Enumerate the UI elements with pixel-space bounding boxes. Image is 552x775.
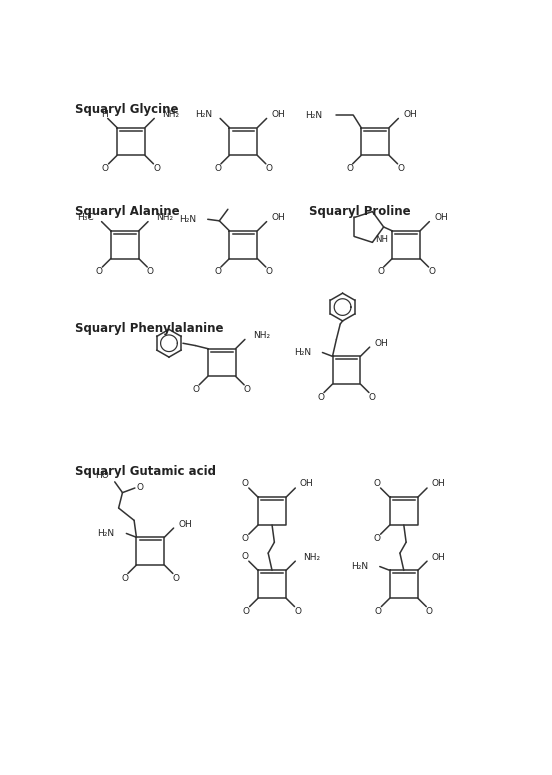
Text: H₂N: H₂N bbox=[195, 110, 213, 119]
Text: O: O bbox=[397, 164, 404, 173]
Text: O: O bbox=[241, 552, 248, 561]
Text: O: O bbox=[377, 267, 384, 276]
Text: O: O bbox=[317, 393, 325, 401]
Text: O: O bbox=[95, 267, 103, 276]
Text: O: O bbox=[214, 164, 221, 173]
Text: O: O bbox=[244, 385, 251, 394]
Text: OH: OH bbox=[271, 213, 285, 222]
Text: OH: OH bbox=[178, 520, 192, 529]
Text: O: O bbox=[426, 607, 433, 615]
Text: O: O bbox=[102, 164, 109, 173]
Text: O: O bbox=[172, 574, 179, 583]
Text: OH: OH bbox=[403, 110, 417, 119]
Text: Squaryl Proline: Squaryl Proline bbox=[309, 205, 411, 218]
Text: O: O bbox=[294, 607, 301, 615]
Text: H₃C: H₃C bbox=[77, 213, 94, 222]
Text: NH₂: NH₂ bbox=[156, 213, 173, 222]
Text: O: O bbox=[243, 607, 250, 615]
Text: OH: OH bbox=[374, 339, 388, 348]
Text: O: O bbox=[241, 534, 248, 543]
Text: O: O bbox=[121, 574, 128, 583]
Text: HO: HO bbox=[95, 471, 109, 480]
Text: OH: OH bbox=[300, 479, 314, 488]
Text: H₂N: H₂N bbox=[305, 111, 322, 120]
Text: O: O bbox=[266, 267, 273, 276]
Text: NH₂: NH₂ bbox=[162, 110, 179, 119]
Text: O: O bbox=[193, 385, 200, 394]
Text: OH: OH bbox=[271, 110, 285, 119]
Text: OH: OH bbox=[432, 479, 445, 488]
Text: Squaryl Phenylalanine: Squaryl Phenylalanine bbox=[75, 322, 224, 335]
Text: O: O bbox=[147, 267, 154, 276]
Text: O: O bbox=[373, 479, 380, 488]
Text: O: O bbox=[153, 164, 160, 173]
Text: OH: OH bbox=[432, 553, 445, 562]
Text: Squaryl Gutamic acid: Squaryl Gutamic acid bbox=[75, 465, 216, 478]
Text: Squaryl Alanine: Squaryl Alanine bbox=[75, 205, 180, 218]
Text: NH₂: NH₂ bbox=[253, 331, 270, 340]
Text: O: O bbox=[373, 534, 380, 543]
Text: O: O bbox=[241, 479, 248, 488]
Text: NH₂: NH₂ bbox=[303, 553, 320, 562]
Text: O: O bbox=[346, 164, 353, 173]
Text: O: O bbox=[266, 164, 273, 173]
Text: O: O bbox=[369, 393, 375, 401]
Text: H: H bbox=[101, 110, 108, 119]
Text: O: O bbox=[214, 267, 221, 276]
Text: H₂N: H₂N bbox=[179, 215, 196, 224]
Text: NH: NH bbox=[375, 235, 388, 244]
Text: O: O bbox=[428, 267, 435, 276]
Text: H₂N: H₂N bbox=[351, 562, 368, 571]
Text: O: O bbox=[136, 483, 143, 492]
Text: H₂N: H₂N bbox=[98, 529, 115, 538]
Text: H₂N: H₂N bbox=[294, 348, 311, 357]
Text: Squaryl Glycine: Squaryl Glycine bbox=[75, 103, 179, 116]
Text: OH: OH bbox=[434, 213, 448, 222]
Text: O: O bbox=[375, 607, 382, 615]
